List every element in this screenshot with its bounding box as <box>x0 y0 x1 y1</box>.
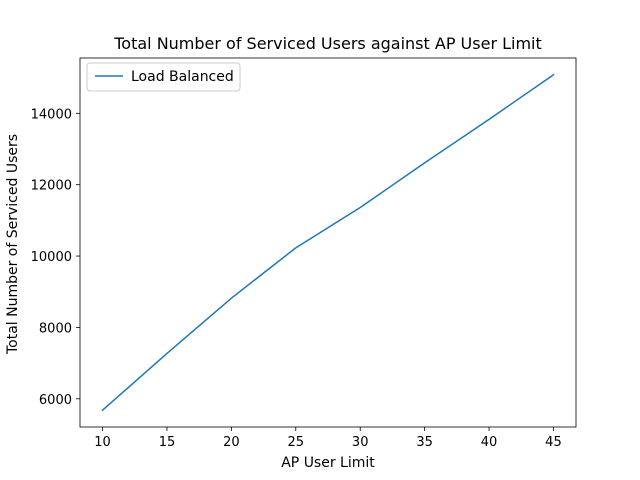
y-tick-label-8000: 8000 <box>39 321 72 336</box>
x-tick-label-25: 25 <box>288 435 305 450</box>
series-line-0 <box>101 73 555 412</box>
x-axis-label: AP User Limit <box>281 455 375 471</box>
chart-title: Total Number of Serviced Users against A… <box>113 34 542 53</box>
x-tick-label-10: 10 <box>94 435 111 450</box>
plot-area: 10 15 20 25 30 35 40 45 6000 8000 10000 12000 14000 <box>31 57 577 450</box>
y-axis-label: Total Number of Serviced Users <box>5 134 21 355</box>
x-tick-label-15: 15 <box>159 435 176 450</box>
x-tick-label-45: 45 <box>545 435 562 450</box>
x-tick-label-40: 40 <box>481 435 498 450</box>
y-tick-label-14000: 14000 <box>31 107 72 122</box>
y-tick-label-10000: 10000 <box>31 250 72 265</box>
legend-label-load-balanced: Load Balanced <box>131 69 234 85</box>
legend: Load Balanced <box>86 62 241 92</box>
x-tick-label-20: 20 <box>223 435 240 450</box>
axes-frame <box>79 57 577 428</box>
legend-frame <box>86 62 241 92</box>
x-tick-label-35: 35 <box>416 435 433 450</box>
y-tick-label-12000: 12000 <box>31 179 72 194</box>
x-tick-label-30: 30 <box>352 435 369 450</box>
y-tick-label-6000: 6000 <box>39 393 72 408</box>
